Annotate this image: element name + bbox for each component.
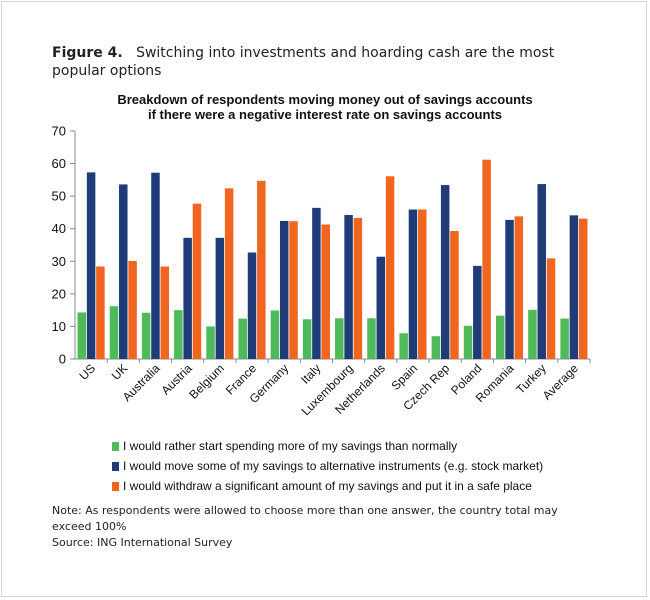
x-tick-label: Belgium bbox=[186, 361, 227, 402]
bar-spending bbox=[270, 310, 280, 359]
bar-spending bbox=[463, 325, 473, 359]
bar-withdraw bbox=[450, 230, 459, 359]
chart-note: Note: As respondents were allowed to cho… bbox=[52, 503, 592, 551]
bar-spending bbox=[495, 315, 505, 359]
bar-spending bbox=[367, 318, 376, 359]
bar-instruments bbox=[247, 252, 257, 359]
y-tick-label: 30 bbox=[52, 254, 66, 269]
bar-spending bbox=[206, 326, 215, 359]
bar-instruments bbox=[312, 207, 321, 359]
chart-subtitle: if there were a negative interest rate o… bbox=[147, 107, 502, 122]
bar-spending bbox=[141, 312, 151, 359]
bar-withdraw bbox=[353, 217, 363, 359]
bar-instruments bbox=[473, 265, 482, 359]
bar-withdraw bbox=[482, 159, 491, 359]
bar-withdraw bbox=[96, 266, 105, 359]
legend-label-withdraw: I would withdraw a significant amount of… bbox=[123, 479, 532, 493]
bar-spending bbox=[302, 319, 312, 359]
legend-label-instruments: I would move some of my savings to alter… bbox=[123, 459, 544, 473]
bar-withdraw bbox=[578, 218, 588, 359]
bar-withdraw bbox=[289, 221, 298, 359]
legend-item-withdraw: I would withdraw a significant amount of… bbox=[112, 476, 592, 496]
source-text: Source: ING International Survey bbox=[52, 536, 233, 549]
bar-withdraw bbox=[418, 209, 427, 359]
bar-spending bbox=[560, 318, 569, 359]
bar-withdraw bbox=[321, 224, 330, 359]
legend-item-instruments: I would move some of my savings to alter… bbox=[112, 456, 592, 476]
bar-withdraw bbox=[514, 216, 524, 359]
bar-spending bbox=[528, 309, 537, 359]
bar-instruments bbox=[215, 237, 225, 359]
bar-instruments bbox=[86, 172, 96, 359]
bar-instruments bbox=[183, 237, 192, 359]
bar-spending bbox=[77, 312, 87, 359]
bar-withdraw bbox=[128, 260, 137, 359]
chart-title-block: Breakdown of respondents moving money ou… bbox=[60, 92, 590, 122]
legend-item-spending: I would rather start spending more of my… bbox=[112, 436, 592, 456]
bar-withdraw bbox=[192, 203, 202, 359]
x-tick-label: Italy bbox=[298, 361, 323, 386]
bar-spending bbox=[109, 306, 119, 359]
y-tick-label: 20 bbox=[52, 286, 66, 301]
bar-instruments bbox=[537, 184, 546, 359]
bar-spending bbox=[174, 310, 183, 359]
bar-instruments bbox=[408, 209, 418, 359]
figure-caption: Figure 4. Switching into investments and… bbox=[52, 45, 555, 79]
bar-withdraw bbox=[385, 176, 395, 359]
x-tick-label: UK bbox=[109, 361, 131, 383]
chart-legend: I would rather start spending more of my… bbox=[112, 436, 592, 496]
bar-instruments bbox=[569, 215, 579, 359]
bar-instruments bbox=[151, 172, 160, 359]
x-tick-label: US bbox=[77, 361, 99, 383]
bar-instruments bbox=[505, 219, 514, 359]
y-tick-label: 40 bbox=[52, 221, 66, 236]
bar-withdraw bbox=[224, 188, 234, 359]
y-tick-label: 60 bbox=[52, 156, 66, 171]
bar-spending bbox=[399, 333, 408, 359]
bar-instruments bbox=[440, 185, 450, 359]
bar-spending bbox=[335, 318, 344, 359]
bar-instruments bbox=[344, 215, 353, 359]
chart-title: Breakdown of respondents moving money ou… bbox=[117, 92, 533, 107]
y-tick-label: 10 bbox=[52, 319, 66, 334]
legend-swatch-green bbox=[112, 441, 119, 451]
bar-instruments bbox=[279, 220, 289, 359]
legend-swatch-blue bbox=[112, 461, 119, 471]
y-tick-label: 0 bbox=[59, 352, 66, 367]
bar-spending bbox=[431, 336, 441, 359]
bar-withdraw bbox=[160, 266, 170, 359]
legend-label-spending: I would rather start spending more of my… bbox=[123, 439, 458, 453]
bar-spending bbox=[238, 318, 247, 359]
bar-withdraw bbox=[546, 258, 556, 359]
y-tick-label: 70 bbox=[52, 124, 66, 139]
figure-caption-text: Switching into investments and hoarding … bbox=[52, 45, 555, 79]
bar-instruments bbox=[376, 256, 386, 359]
x-tick-label: Average bbox=[540, 361, 582, 403]
figure-label: Figure 4 bbox=[52, 45, 118, 61]
legend-swatch-orange bbox=[112, 481, 119, 491]
note-text: Note: As respondents were allowed to cho… bbox=[52, 504, 558, 533]
y-tick-label: 50 bbox=[52, 189, 66, 204]
bar-withdraw bbox=[257, 180, 266, 359]
bar-instruments bbox=[119, 184, 128, 359]
